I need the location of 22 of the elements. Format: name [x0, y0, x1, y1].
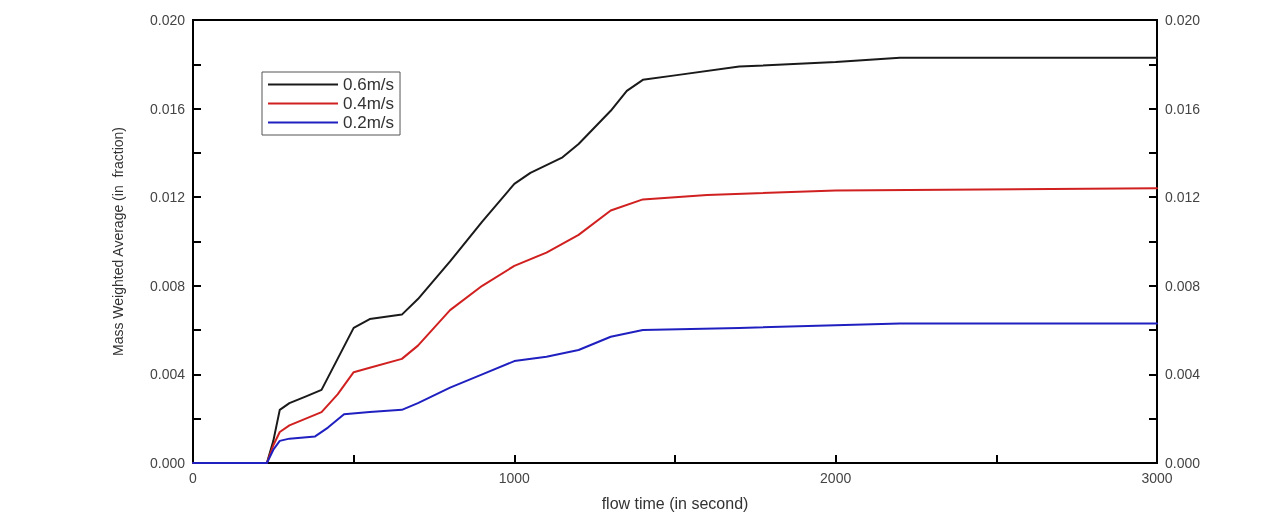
- x-tick-label: 2000: [820, 470, 852, 486]
- x-tick-label: 3000: [1141, 470, 1173, 486]
- y-tick-label: 0.000: [149, 455, 186, 471]
- x-axis-title: flow time (in second): [601, 494, 749, 512]
- y-tick-label: 0.008: [149, 277, 186, 294]
- x-tick-label: 1000: [498, 470, 531, 486]
- line-series: [192, 322, 1158, 464]
- y-tick-label: 0.020: [149, 12, 186, 28]
- y2-tick-label: 0.004: [1165, 366, 1201, 383]
- y2-tick-label: 0.000: [1165, 455, 1201, 471]
- legend-label: 0.4m/s: [343, 94, 395, 113]
- y2-tick-label: 0.012: [1165, 189, 1201, 206]
- y2-tick-label: 0.016: [1165, 100, 1201, 117]
- y-axis-title: Mass Weighted Average (in fraction): [110, 126, 126, 357]
- y2-tick-label: 0.008: [1165, 277, 1201, 294]
- x-tick-label: 0: [189, 470, 198, 486]
- y-tick-label: 0.012: [149, 189, 186, 206]
- legend-label: 0.6m/s: [343, 75, 395, 94]
- y-tick-label: 0.004: [149, 366, 186, 383]
- y2-tick-label: 0.020: [1165, 12, 1201, 28]
- y-tick-label: 0.016: [149, 100, 186, 117]
- legend-label: 0.2m/s: [343, 113, 395, 132]
